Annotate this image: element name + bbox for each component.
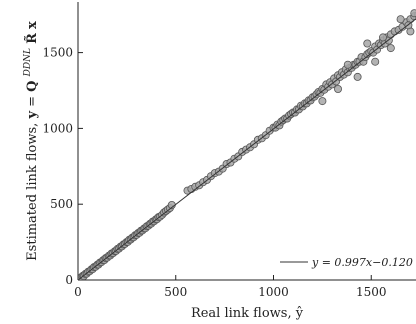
y-label-superscript: DDNL (23, 48, 33, 77)
y-tick-label: 500 (50, 197, 73, 211)
x-tick-label: 1500 (356, 285, 387, 299)
data-point (396, 15, 405, 24)
data-point (343, 60, 352, 69)
data-points (78, 9, 416, 280)
data-point (378, 33, 387, 42)
y-axis-ticks: 0 500 1000 1500 (42, 46, 83, 287)
y-label-Q: Q (25, 80, 40, 91)
legend-label: y = 0.997x−0.120 (311, 256, 413, 269)
y-tick-label: 1500 (42, 46, 73, 60)
y-tick-label: 0 (65, 273, 73, 287)
x-tick-label: 500 (164, 285, 187, 299)
data-point (353, 72, 362, 81)
fit-line-group (78, 18, 416, 280)
x-axis-ticks: 0 500 1000 1500 (74, 275, 387, 299)
y-axis-label: Estimated link flows, y = Q DDNL R̃ x (19, 21, 40, 261)
data-point (410, 9, 416, 18)
y-tick-label: 1000 (42, 121, 73, 135)
x-tick-label: 0 (74, 285, 82, 299)
y-label-equals: = (25, 92, 40, 107)
data-point (363, 39, 372, 48)
fit-line (78, 18, 416, 280)
legend: y = 0.997x−0.120 (280, 256, 413, 269)
y-label-var: y (25, 111, 40, 120)
y-label-prefix: Estimated link flows, (25, 119, 40, 261)
x-tick-label: 1000 (258, 285, 289, 299)
x-axis-label: Real link flows, ŷ (191, 306, 304, 321)
y-label-x: x (25, 21, 40, 29)
data-point (318, 97, 327, 106)
y-label-R: R̃ (24, 33, 40, 44)
data-point (371, 57, 380, 66)
data-point (333, 85, 342, 94)
data-point (386, 44, 395, 53)
